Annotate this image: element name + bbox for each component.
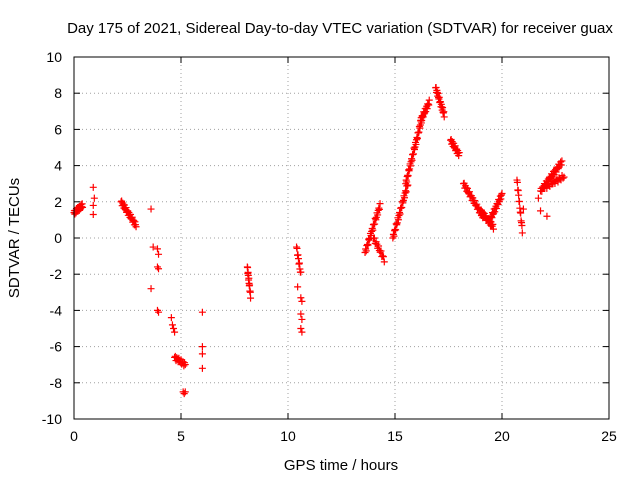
data-point bbox=[297, 325, 305, 332]
data-point bbox=[198, 343, 206, 351]
data-point bbox=[558, 157, 566, 165]
data-point bbox=[155, 250, 163, 258]
x-tick-label: 25 bbox=[601, 428, 617, 444]
data-point bbox=[376, 248, 384, 256]
data-point bbox=[198, 350, 206, 358]
axis-ticks: 0 5 10 15 20 25 -10 -8 -6 -4 -2 0 2 4 6 8 10 bbox=[42, 49, 617, 444]
data-points bbox=[70, 83, 568, 398]
data-point bbox=[518, 229, 526, 237]
data-point bbox=[515, 191, 523, 199]
data-point bbox=[519, 205, 527, 213]
data-point bbox=[181, 361, 189, 369]
data-point bbox=[198, 308, 206, 316]
data-point bbox=[425, 96, 433, 104]
data-point bbox=[293, 244, 301, 252]
data-point bbox=[517, 209, 525, 217]
data-point bbox=[375, 242, 383, 250]
data-point bbox=[295, 259, 303, 267]
data-point bbox=[298, 315, 306, 323]
data-point bbox=[147, 285, 155, 293]
data-point bbox=[379, 252, 387, 260]
data-point bbox=[149, 243, 157, 251]
data-point bbox=[515, 197, 523, 205]
y-tick-label: 8 bbox=[54, 85, 62, 101]
data-point bbox=[155, 308, 163, 316]
data-point bbox=[513, 178, 521, 186]
x-tick-label: 20 bbox=[494, 428, 510, 444]
data-point bbox=[89, 201, 97, 209]
data-point bbox=[473, 200, 481, 208]
data-point bbox=[557, 158, 565, 166]
y-tick-label: -8 bbox=[50, 375, 63, 391]
y-tick-label: -2 bbox=[50, 266, 63, 282]
y-tick-label: 0 bbox=[54, 230, 62, 246]
data-point bbox=[370, 234, 378, 242]
x-tick-label: 15 bbox=[387, 428, 403, 444]
data-point bbox=[246, 281, 254, 289]
data-point bbox=[247, 294, 255, 302]
data-point bbox=[465, 188, 473, 196]
data-point bbox=[379, 253, 387, 261]
chart-title: Day 175 of 2021, Sidereal Day-to-day VTE… bbox=[67, 20, 613, 37]
data-point bbox=[297, 294, 305, 302]
x-tick-label: 10 bbox=[280, 428, 296, 444]
data-point bbox=[298, 328, 306, 336]
data-point bbox=[377, 247, 385, 255]
data-point bbox=[90, 194, 98, 202]
data-point bbox=[297, 310, 305, 318]
data-point bbox=[147, 205, 155, 213]
data-point bbox=[168, 321, 176, 329]
data-point bbox=[413, 135, 421, 143]
data-point bbox=[543, 212, 551, 220]
data-point bbox=[79, 203, 87, 211]
data-point bbox=[534, 194, 542, 202]
data-point bbox=[298, 297, 306, 305]
data-point bbox=[167, 314, 175, 322]
data-point bbox=[198, 364, 206, 372]
y-tick-label: 4 bbox=[54, 158, 62, 174]
y-tick-label: -6 bbox=[50, 339, 63, 355]
data-point bbox=[297, 268, 305, 276]
data-point bbox=[392, 226, 400, 234]
data-point bbox=[404, 172, 412, 180]
data-point bbox=[89, 183, 97, 191]
data-point bbox=[398, 204, 406, 212]
data-point bbox=[153, 245, 161, 253]
data-point bbox=[132, 223, 140, 231]
y-tick-label: 2 bbox=[54, 194, 62, 210]
data-point bbox=[471, 197, 479, 205]
data-point bbox=[498, 190, 506, 198]
data-point bbox=[155, 265, 163, 273]
data-point bbox=[180, 362, 188, 370]
x-tick-label: 0 bbox=[70, 428, 78, 444]
y-tick-label: -4 bbox=[50, 302, 63, 318]
data-point bbox=[440, 113, 448, 121]
data-point bbox=[89, 210, 97, 218]
data-point bbox=[380, 258, 388, 266]
data-point bbox=[181, 388, 189, 396]
data-point bbox=[171, 328, 179, 336]
data-point bbox=[462, 184, 470, 192]
data-point bbox=[170, 325, 178, 332]
data-point bbox=[455, 149, 463, 157]
data-point bbox=[518, 222, 526, 230]
data-point bbox=[560, 173, 568, 181]
data-point bbox=[537, 207, 545, 215]
data-point bbox=[557, 161, 565, 169]
data-point bbox=[402, 188, 410, 196]
x-axis-label: GPS time / hours bbox=[284, 457, 398, 474]
data-point bbox=[489, 225, 497, 233]
data-point bbox=[376, 200, 384, 208]
y-tick-label: -10 bbox=[42, 411, 62, 427]
x-tick-label: 5 bbox=[177, 428, 185, 444]
data-point bbox=[294, 283, 302, 291]
y-axis-label: SDTVAR / TECUs bbox=[6, 178, 23, 298]
y-tick-label: 6 bbox=[54, 121, 62, 137]
data-point bbox=[559, 174, 567, 182]
y-tick-label: 10 bbox=[46, 49, 62, 65]
